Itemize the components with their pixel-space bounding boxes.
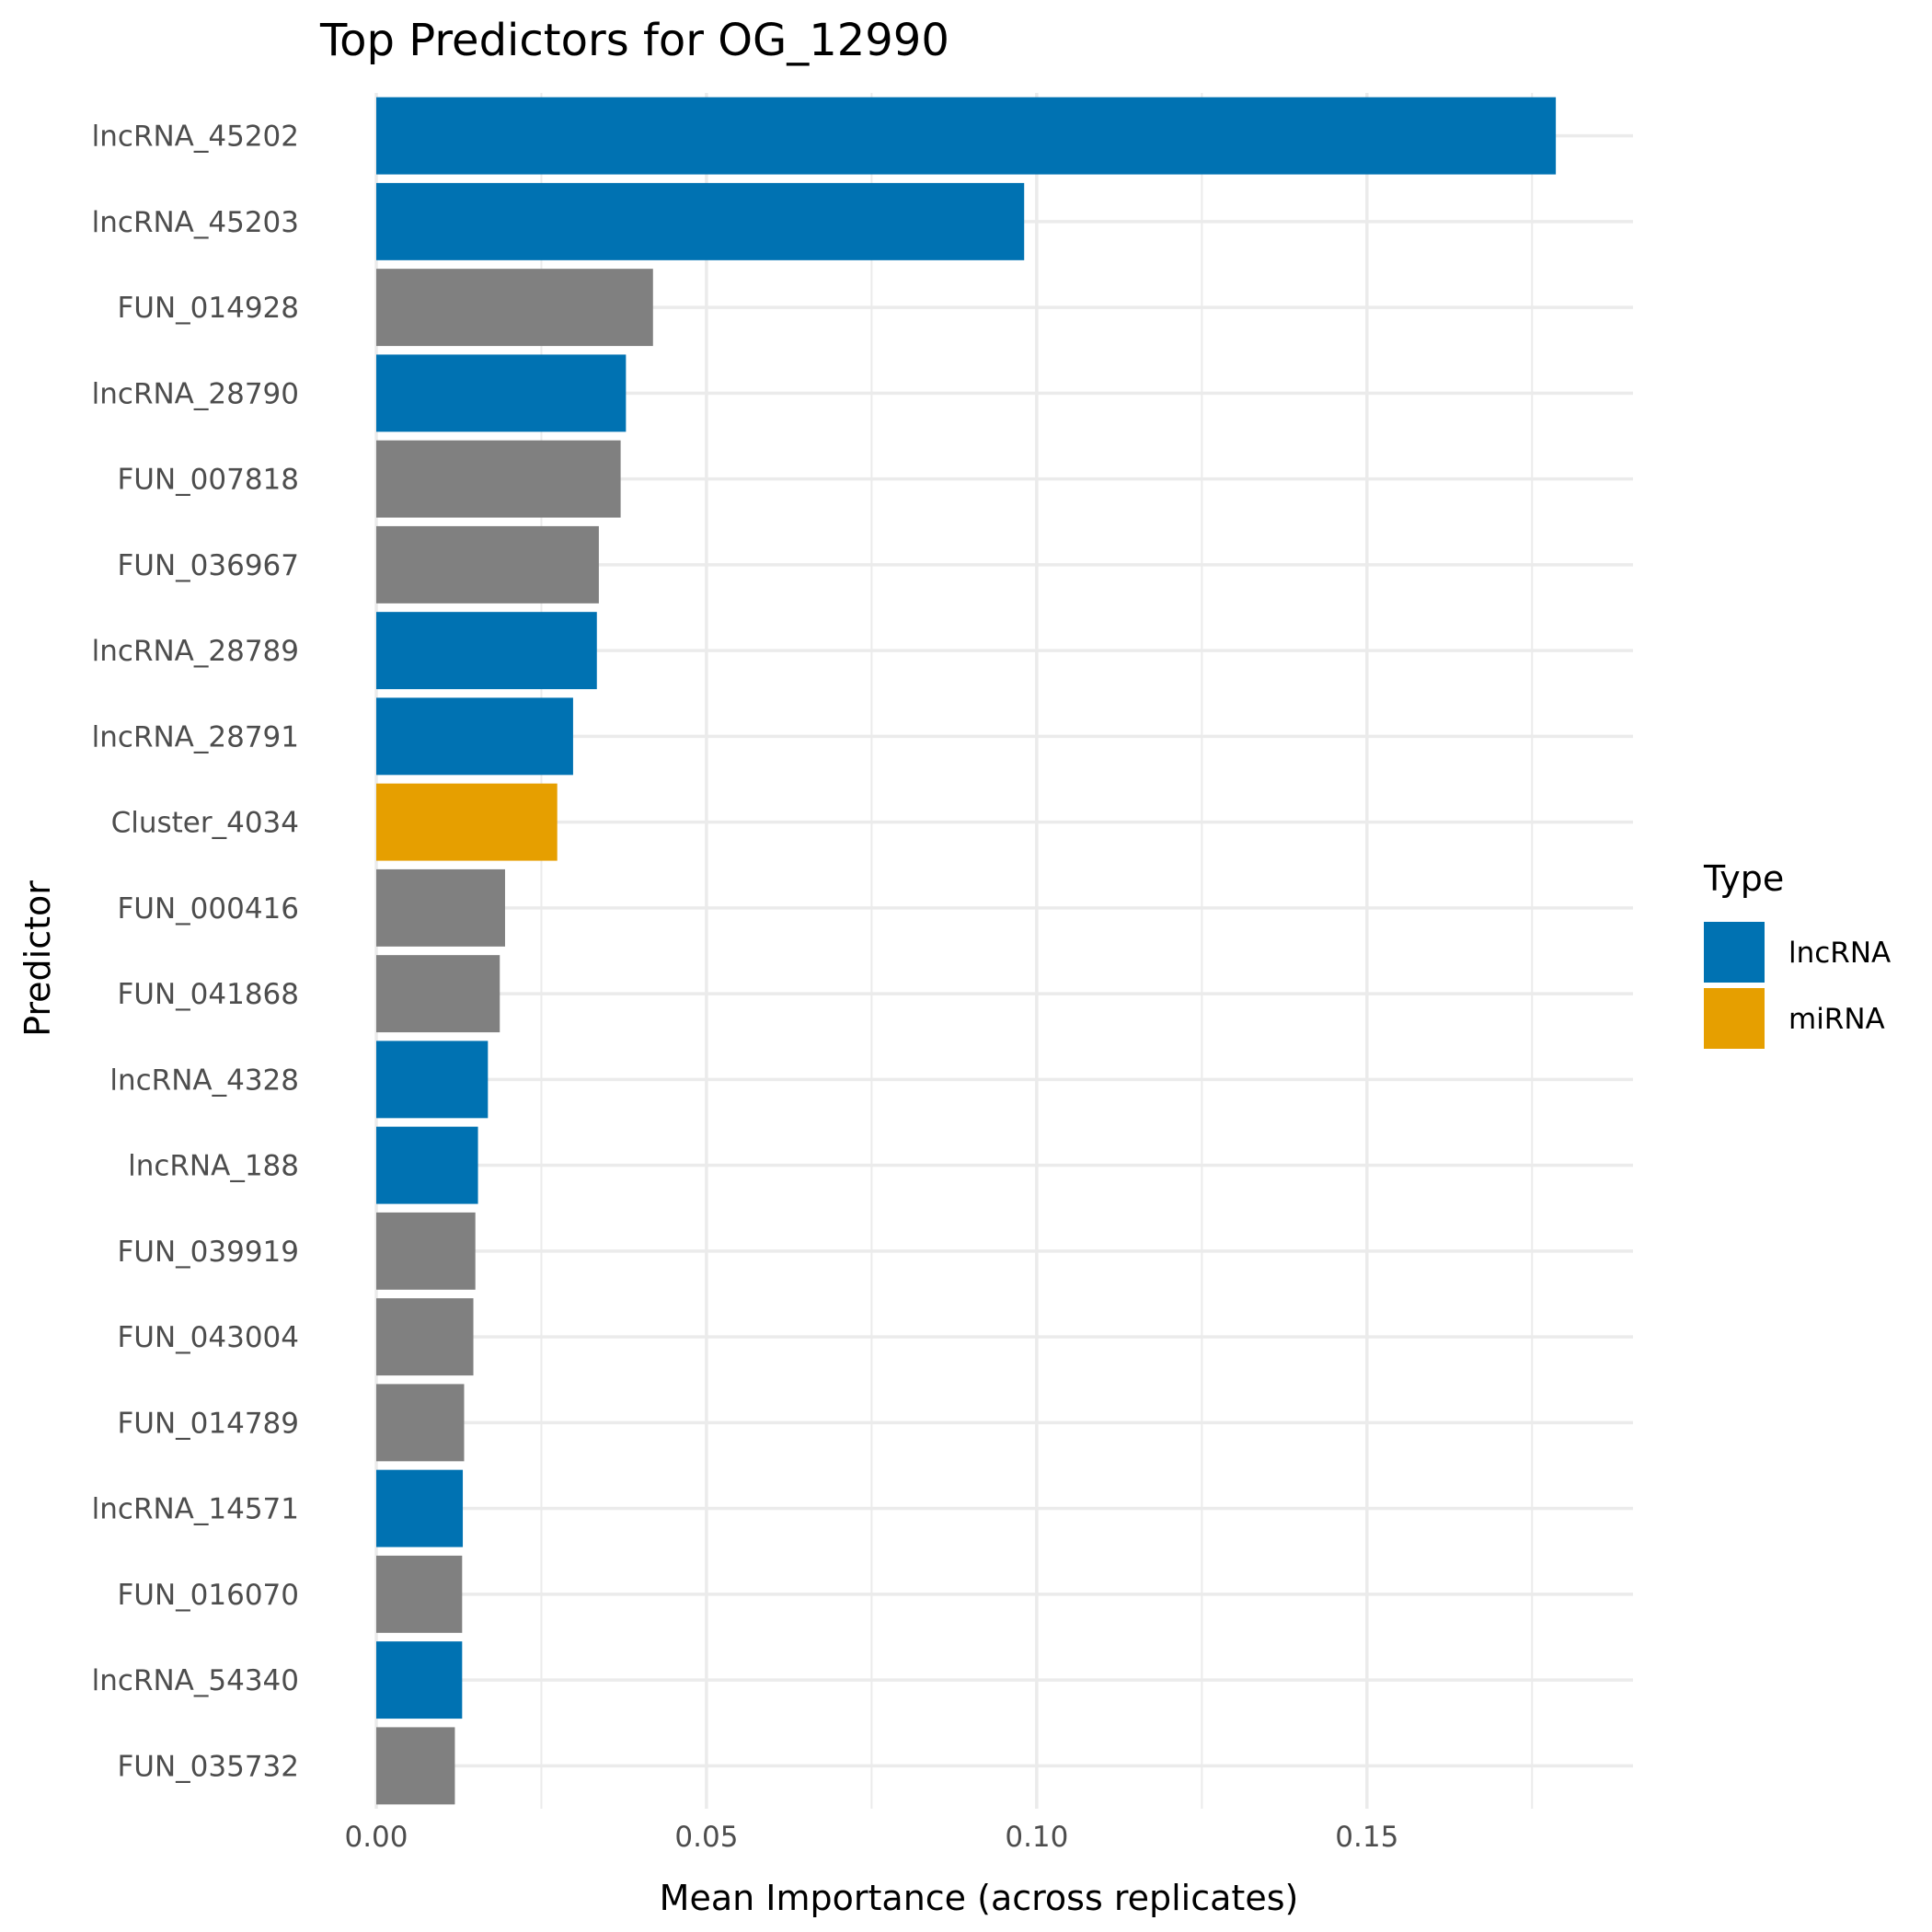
x-axis-title: Mean Importance (across replicates): [660, 1878, 1299, 1918]
legend-swatch-mirna: [1704, 988, 1765, 1049]
bar-lncrna-28790: [376, 354, 627, 432]
bar-fun-016070: [376, 1555, 463, 1633]
bar-fun-007818: [376, 440, 621, 518]
bar-lncrna-45202: [376, 97, 1557, 175]
chart-title: Top Predictors for OG_12990: [319, 15, 949, 66]
legend: Type lncRNA miRNA: [1703, 858, 1891, 1049]
legend-swatch-lncrna: [1704, 922, 1765, 983]
legend-title: Type: [1703, 858, 1784, 899]
y-tick-label: FUN_000416: [117, 892, 299, 926]
y-axis-title: Predictor: [17, 880, 58, 1037]
bar-fun-000416: [376, 868, 505, 947]
y-tick-label: FUN_016070: [117, 1579, 299, 1612]
x-tick-label: 0.00: [344, 1821, 408, 1854]
bar-fun-041868: [376, 955, 500, 1033]
bar-fun-014928: [376, 269, 653, 347]
y-tick-label: lncRNA_45202: [92, 121, 299, 154]
bar-lncrna-4328: [376, 1041, 489, 1119]
x-tick-label: 0.10: [1005, 1821, 1068, 1854]
grid: [374, 93, 1633, 1809]
y-tick-labels: lncRNA_45202 lncRNA_45203 FUN_014928 lncRNA…: [92, 121, 299, 1784]
legend-label-mirna: miRNA: [1788, 1003, 1885, 1036]
y-tick-label: lncRNA_45203: [92, 206, 299, 239]
y-tick-label: lncRNA_28790: [92, 377, 299, 410]
bar-fun-039919: [376, 1212, 476, 1290]
y-tick-label: FUN_043004: [117, 1321, 299, 1354]
y-tick-label: FUN_035732: [117, 1750, 299, 1783]
y-tick-label: FUN_014928: [117, 292, 299, 325]
legend-label-lncrna: lncRNA: [1788, 937, 1891, 970]
y-tick-label: FUN_014789: [117, 1407, 299, 1440]
x-tick-label: 0.15: [1335, 1821, 1398, 1854]
y-tick-label: FUN_041868: [117, 978, 299, 1011]
bar-lncrna-188: [376, 1126, 478, 1204]
y-tick-label: lncRNA_28789: [92, 635, 299, 668]
bar-cluster-4034: [376, 783, 558, 861]
y-tick-label: FUN_039919: [117, 1236, 299, 1269]
bar-lncrna-28791: [376, 697, 573, 776]
bars: [376, 97, 1557, 1805]
bar-lncrna-28789: [376, 612, 597, 690]
x-tick-labels: 0.00 0.05 0.10 0.15: [344, 1821, 1398, 1854]
x-tick-label: 0.05: [674, 1821, 738, 1854]
y-tick-label: lncRNA_188: [128, 1150, 299, 1183]
bar-lncrna-14571: [376, 1469, 464, 1547]
y-tick-label: lncRNA_4328: [109, 1064, 299, 1097]
bar-lncrna-54340: [376, 1641, 463, 1719]
y-tick-label: FUN_007818: [117, 464, 299, 497]
y-tick-label: FUN_036967: [117, 549, 299, 582]
bar-lncrna-45203: [376, 182, 1025, 260]
y-tick-label: lncRNA_28791: [92, 720, 299, 753]
y-tick-label: lncRNA_14571: [92, 1493, 299, 1526]
y-tick-label: Cluster_4034: [111, 807, 299, 840]
bar-fun-036967: [376, 525, 599, 604]
y-tick-label: lncRNA_54340: [92, 1664, 299, 1697]
bar-fun-035732: [376, 1727, 455, 1805]
bar-fun-043004: [376, 1298, 474, 1376]
bar-fun-014789: [376, 1384, 465, 1462]
